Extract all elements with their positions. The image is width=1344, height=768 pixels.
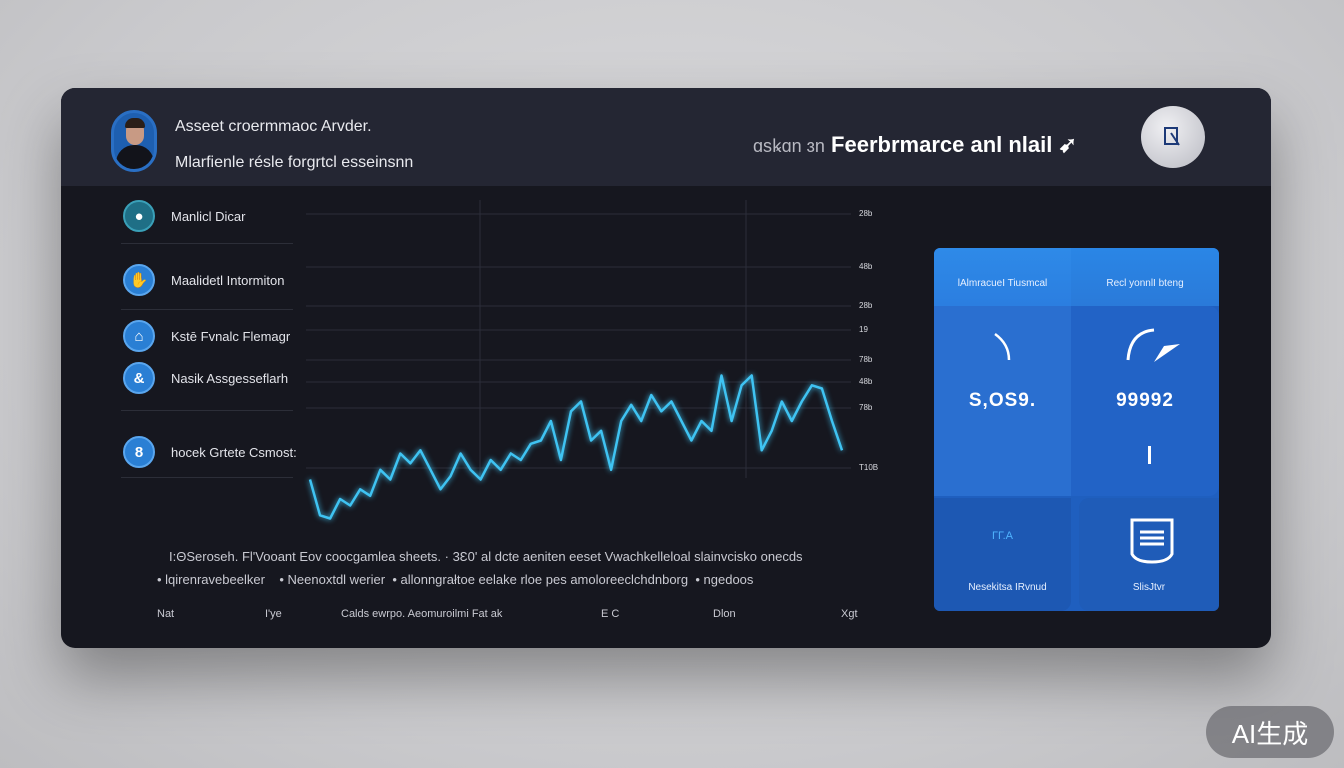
watermark-badge: AI生成 xyxy=(1206,706,1334,758)
section-title-text: Feerbrmarce anl nlail xyxy=(831,132,1053,157)
page-title: Asseet croermmaoc Arvder. xyxy=(175,118,372,135)
description-line-2: • lqirenravebeelker • Neenoxtdl werier •… xyxy=(157,572,753,587)
sidebar-item-label: hocek Grtete Csmost: xyxy=(171,444,297,460)
bullet-item: • ngedoos xyxy=(695,572,754,587)
document-icon xyxy=(1164,127,1180,146)
performance-chart xyxy=(306,200,851,520)
page-subtitle: Mlarfienle résle forgrtcl esseinsnn xyxy=(175,154,414,171)
sidebar-item-assessment[interactable]: & Nasik Assgesseflarh xyxy=(123,362,288,394)
y-tick-label: T10B xyxy=(859,463,879,472)
bullet-item: • Neenoxtdl werier xyxy=(279,572,386,587)
sidebar-item-label: Maalidetl Intormiton xyxy=(171,272,285,288)
gauge-icon xyxy=(994,332,1011,361)
info-icon: 8 xyxy=(123,436,155,468)
metric-value-1: S,OS9. xyxy=(968,390,1037,411)
metrics-panel: lAlmracueI Tiusmcal Recl yonnlI bteng S,… xyxy=(934,248,1219,611)
y-tick-label: 28b xyxy=(859,209,873,218)
y-tick-label: 28b xyxy=(859,301,873,310)
y-tick-label: 19 xyxy=(859,325,868,334)
avatar[interactable] xyxy=(111,110,157,172)
footer-label: Dlon xyxy=(713,608,736,620)
footer-label: I'ye xyxy=(265,608,282,620)
sidebar-item-label: Manlicl Dicar xyxy=(171,208,246,224)
y-tick-label: 48b xyxy=(859,377,873,386)
people-icon: & xyxy=(123,362,155,394)
sidebar-item-label: Kstē Fvnalc Flemagr xyxy=(171,328,291,344)
footer-label: Xgt xyxy=(841,608,858,620)
metric-header-2: Recl yonnlI bteng xyxy=(1106,278,1184,289)
home-icon: ⌂ xyxy=(123,320,155,352)
footer-label: E C xyxy=(601,608,620,620)
section-prefix: ɑsꝃɑn ɜn xyxy=(753,136,825,156)
bottom-left-label: Nesekitsa IRvnud xyxy=(968,582,1047,593)
series-line-performance xyxy=(308,374,844,520)
dashboard-card: Asseet croermmaoc Arvder. Mlarfienle rés… xyxy=(61,88,1271,648)
arrow-icon: ➹ xyxy=(1058,132,1077,157)
footer-label: Nat xyxy=(157,608,175,620)
metric-value-2: 99992 xyxy=(1116,390,1174,411)
export-button[interactable] xyxy=(1141,106,1205,168)
y-tick-label: 48b xyxy=(859,262,873,271)
header: Asseet croermmaoc Arvder. Mlarfienle rés… xyxy=(61,88,1271,186)
y-tick-label: 78b xyxy=(859,355,873,364)
divider xyxy=(121,410,293,411)
y-tick-label: 78b xyxy=(859,403,873,412)
report-icon xyxy=(1130,518,1174,564)
metric-header-1: lAlmracueI Tiusmcal xyxy=(957,278,1048,289)
indicator-bar xyxy=(1148,446,1151,464)
sidebar-item-market-dicar[interactable]: ● Manlicl Dicar xyxy=(123,200,245,232)
bottom-right-label: SlisJtvr xyxy=(1132,582,1166,593)
sidebar-item-cost[interactable]: 8 hocek Grtete Csmost: xyxy=(123,436,297,468)
metric-small-label: ГГ.А xyxy=(992,530,1013,542)
divider xyxy=(121,309,293,310)
description-line-1: I:ΘSeroseh. Fl'Vooant Eov coocgamlea she… xyxy=(169,549,803,564)
speedometer-icon xyxy=(1126,328,1180,362)
sidebar-item-label: Nasik Assgesseflarh xyxy=(171,370,289,386)
bullet-item: • lqirenravebeelker xyxy=(157,572,265,587)
divider xyxy=(121,243,293,244)
sidebar-item-management[interactable]: ⌂ Kstē Fvnalc Flemagr xyxy=(123,320,290,352)
divider xyxy=(121,477,293,478)
hand-icon: ✋ xyxy=(123,264,155,296)
user-icon: ● xyxy=(123,200,155,232)
bullet-item: • allonngrałtoe eelake rloe pes amoloree… xyxy=(392,572,689,587)
sidebar-item-information[interactable]: ✋ Maalidetl Intormiton xyxy=(123,264,284,296)
section-title: ɑsꝃɑn ɜn Feerbrmarce anl nlail ➹ xyxy=(753,132,1077,158)
footer-label: Calds ewrpo. Aeomuroilmi Fat ak xyxy=(341,608,503,620)
